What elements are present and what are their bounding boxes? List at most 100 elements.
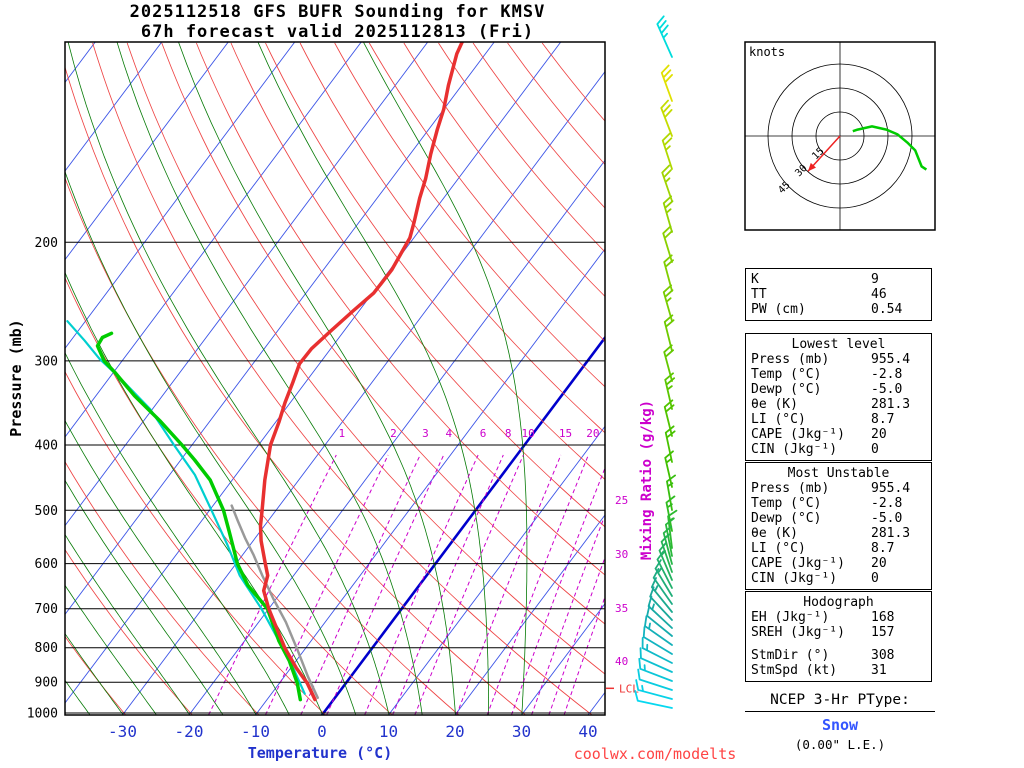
svg-text:-30: -30 (108, 722, 137, 741)
freezing-isotherm (320, 335, 605, 715)
hodograph-ring (791, 87, 889, 185)
svg-text:40: 40 (578, 722, 597, 741)
lowest-level-header: Lowest level (791, 337, 886, 352)
stat-row: SREH (Jkg⁻¹) 157 (751, 625, 895, 640)
dewpoint-trace (95, 331, 303, 702)
svg-text:6: 6 (480, 427, 487, 440)
wet_bulb-trace (66, 320, 306, 695)
sounding-traces (66, 42, 464, 702)
wind-barb-column (634, 15, 678, 709)
svg-text:700: 700 (35, 602, 58, 617)
svg-text:-10: -10 (241, 722, 270, 741)
temperature-tick-labels: -30 -20 -10 0 10 20 30 40 (108, 722, 598, 741)
wind-barb (663, 399, 675, 437)
hodograph-units-label: knots (749, 45, 786, 59)
svg-text:0: 0 (317, 722, 327, 741)
stat-row: Temp (°C) -2.8 (751, 496, 903, 511)
wind-barb (646, 605, 673, 637)
mixing-ratio-axis-label: Mixing Ratio (g/kg) (639, 399, 655, 561)
pressure-gridlines (65, 241, 605, 714)
wind-barb (647, 595, 673, 629)
svg-text:10: 10 (379, 722, 398, 741)
chart-subtitle: 67h forecast valid 2025112813 (Fri) (140, 22, 535, 42)
stat-row: CAPE (Jkg⁻¹) 20 (751, 556, 887, 571)
wind-barb (660, 64, 673, 102)
wind-barb (663, 344, 674, 382)
svg-text:300: 300 (35, 354, 58, 369)
svg-text:200: 200 (35, 236, 58, 251)
pressure-tick-labels: 200 300 400 500 600 700 800 900 1000 (27, 236, 58, 722)
svg-text:1000: 1000 (27, 707, 58, 722)
svg-text:1: 1 (339, 427, 346, 440)
svg-text:30: 30 (615, 548, 628, 561)
wind-barb (638, 657, 673, 682)
mixing-ratio-lines (208, 454, 605, 715)
wind-barb (649, 586, 673, 621)
watermark: coolwx.com/modelts (573, 745, 737, 763)
most-unstable-header: Most Unstable (787, 466, 890, 481)
svg-text:35: 35 (615, 602, 628, 615)
wind-barb (644, 615, 673, 646)
svg-text:10: 10 (522, 427, 535, 440)
plot-frame (64, 41, 606, 716)
wind-barb (661, 164, 673, 202)
stat-row: CIN (Jkg⁻¹) 0 (751, 571, 879, 586)
svg-text:4: 4 (446, 427, 453, 440)
pressure-axis-label: Pressure (mb) (7, 319, 25, 437)
indices-rows: K 9 TT 46 PW (cm) 0.54 (751, 272, 926, 317)
indices-box: K 9 TT 46 PW (cm) 0.54 (745, 268, 932, 321)
stat-row: TT 46 (751, 287, 887, 302)
svg-text:20: 20 (586, 427, 599, 440)
chart-title: 2025112518 GFS BUFR Sounding for KMSV (129, 2, 546, 22)
mixing-ratio-labels: 1 2 3 4 6 8 10 15 20 25 30 35 40 (339, 427, 629, 668)
temperature-axis-label: Temperature (°C) (247, 744, 393, 762)
svg-text:400: 400 (35, 439, 58, 454)
most-unstable-box: Most Unstable Press (mb) 955.4 Temp (°C) -2… (745, 462, 932, 590)
wind-barb (666, 474, 676, 511)
hodograph-stats-box: Hodograph EH (Jkg⁻¹) 168 SREH (Jkg⁻¹) 157 St… (745, 591, 932, 682)
wind-barb (664, 372, 676, 410)
stat-row: StmSpd (kt) 31 (751, 663, 887, 678)
temperature-trace (258, 42, 464, 702)
wind-barb (664, 450, 674, 488)
svg-text:20: 20 (445, 722, 464, 741)
hodograph-trace (852, 125, 928, 171)
stat-row: Press (mb) 955.4 (751, 352, 911, 367)
stat-row: PW (cm) 0.54 (751, 302, 903, 317)
wind-barb (642, 626, 673, 655)
wind-barb (650, 577, 673, 613)
wind-barb (634, 690, 673, 709)
wind-barb (664, 425, 676, 463)
svg-text:800: 800 (35, 641, 58, 656)
most-unstable-rows: Press (mb) 955.4 Temp (°C) -2.8 Dewp (°C) -5.… (751, 481, 926, 586)
wind-barb (639, 647, 673, 673)
stat-row: LI (°C) 8.7 (751, 541, 895, 556)
stat-row: θe (K) 281.3 (751, 397, 911, 412)
svg-text:25: 25 (615, 494, 628, 507)
wind-barb (662, 195, 674, 233)
svg-text:2: 2 (390, 427, 397, 440)
lowest-level-box: Lowest level Press (mb) 955.4 Temp (°C) -2.… (745, 333, 932, 461)
ptype-value: Snow (821, 716, 859, 734)
svg-text:30: 30 (512, 722, 531, 741)
svg-text:40: 40 (615, 655, 628, 668)
wind-barb (652, 568, 673, 605)
hodograph-stats-header: Hodograph (803, 595, 874, 610)
lcl-marker: LCL (606, 682, 639, 695)
svg-text:15: 15 (559, 427, 572, 440)
stat-row: Press (mb) 955.4 (751, 481, 911, 496)
wind-barb (656, 15, 673, 58)
stat-row: LI (°C) 8.7 (751, 412, 895, 427)
wind-barb (635, 679, 673, 700)
stat-row: Dewp (°C) -5.0 (751, 382, 903, 397)
hodograph-ring (767, 63, 913, 209)
hodograph-ring (815, 111, 865, 161)
stat-row: CIN (Jkg⁻¹) 0 (751, 442, 879, 457)
background-grid (65, 42, 605, 715)
wind-barb (662, 284, 674, 322)
moist-adiabat-grid (65, 42, 528, 715)
svg-text:8: 8 (505, 427, 512, 440)
